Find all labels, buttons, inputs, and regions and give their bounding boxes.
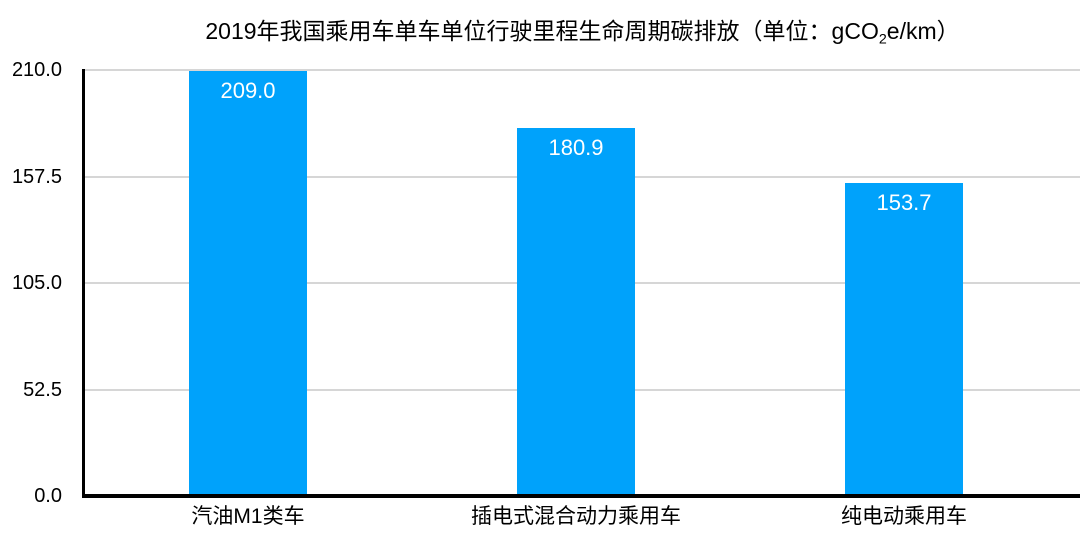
gridline <box>85 69 1080 71</box>
chart-title-subscript: 2 <box>878 31 887 48</box>
bar-0: 209.0 <box>189 71 307 495</box>
x-axis-line <box>82 494 1080 498</box>
chart-title-prefix: 2019年我国乘用车单车单位行驶里程生命周期碳排放（单位：gCO <box>205 18 879 44</box>
chart-title: 2019年我国乘用车单车单位行驶里程生命周期碳排放（单位：gCO2e/km） <box>85 12 1080 46</box>
y-tick-label: 105.0 <box>11 272 62 294</box>
x-category-label: 汽油M1类车 <box>191 505 305 528</box>
y-tick-label: 210.0 <box>11 59 62 81</box>
x-category-label: 插电式混合动力乘用车 <box>471 505 681 528</box>
bar-value-label: 180.9 <box>548 135 604 161</box>
y-tick-label: 52.5 <box>23 378 62 401</box>
x-category-label: 纯电动乘用车 <box>841 505 967 528</box>
y-axis-line <box>82 69 85 498</box>
bar-value-label: 153.7 <box>876 190 932 216</box>
bar-2: 153.7 <box>845 183 963 495</box>
plot-area: 209.0 180.9 153.7 <box>85 69 1080 497</box>
chart-title-suffix: e/km） <box>886 18 960 44</box>
y-tick-label: 157.5 <box>11 165 62 188</box>
y-tick-label: 0.0 <box>34 485 62 507</box>
bar-value-label: 209.0 <box>220 78 276 104</box>
bar-1: 180.9 <box>517 128 635 495</box>
